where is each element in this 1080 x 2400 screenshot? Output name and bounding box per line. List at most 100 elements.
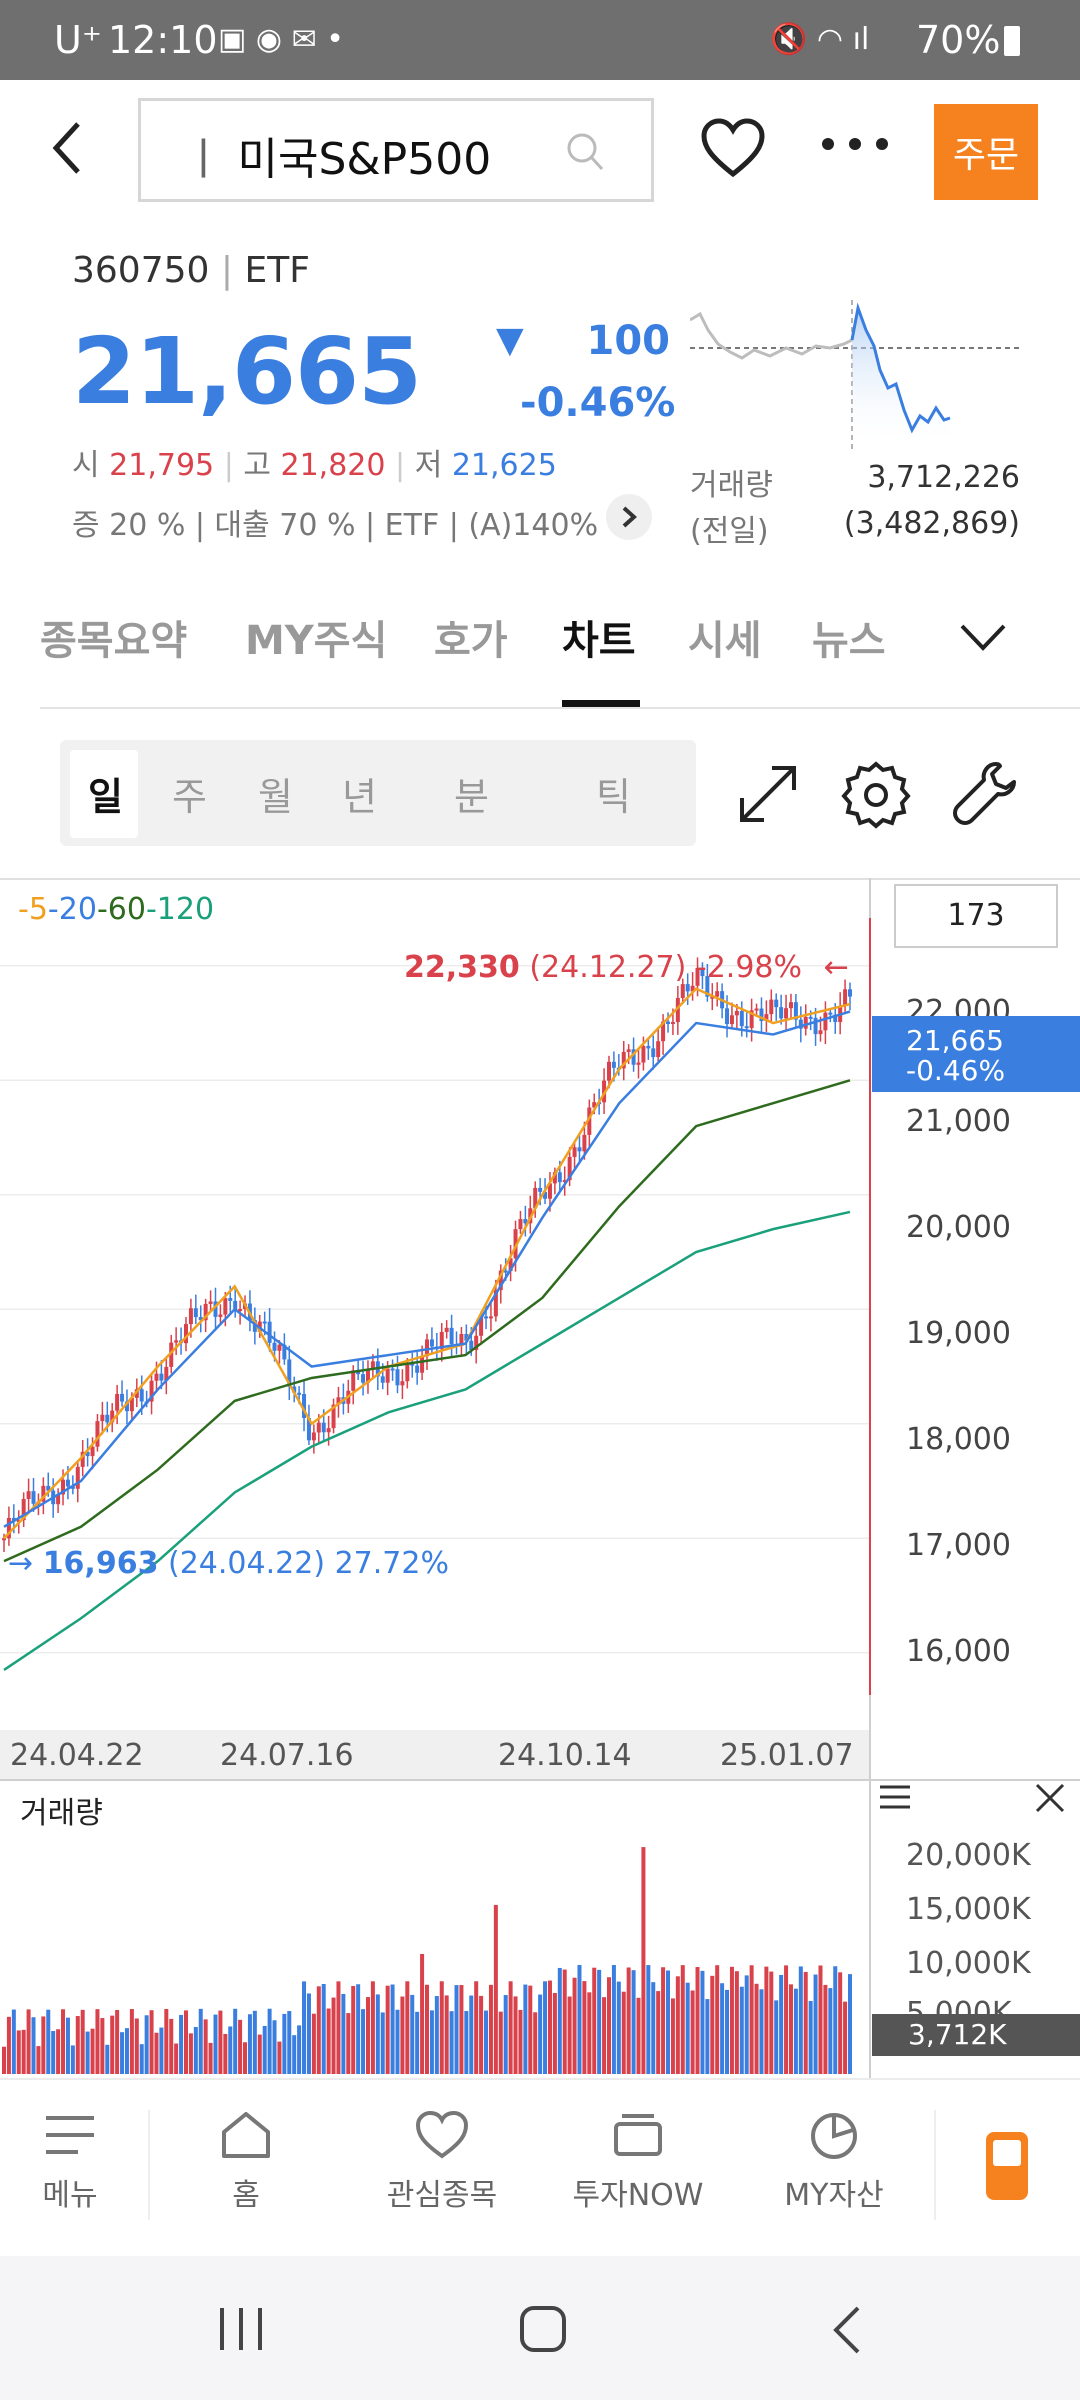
expand-icon[interactable]	[732, 758, 804, 830]
candle-body	[183, 1324, 188, 1344]
current-price-tag: 21,665 -0.46%	[872, 1016, 1080, 1092]
candle-body	[80, 1451, 85, 1467]
wrench-icon[interactable]	[950, 758, 1022, 830]
volume-bar	[380, 2012, 385, 2074]
period-day[interactable]: 일	[88, 775, 123, 819]
period-tick[interactable]: 틱	[596, 775, 631, 819]
volume-bar	[488, 1984, 493, 2074]
volume-bar	[631, 1970, 636, 2074]
candle-body	[105, 1414, 110, 1423]
candle-count-box[interactable]: 173	[894, 884, 1058, 948]
candle-body	[661, 1021, 666, 1042]
close-icon[interactable]	[1034, 1782, 1066, 1814]
volume-bar	[252, 2010, 257, 2074]
recent-apps-icon[interactable]	[216, 2306, 266, 2352]
phone-icon[interactable]	[984, 2130, 1030, 2202]
candle-body	[833, 1014, 838, 1023]
volume-bar	[602, 1997, 607, 2074]
candle-body	[297, 1392, 302, 1395]
back-button-icon[interactable]	[830, 2304, 864, 2356]
nav-my-assets[interactable]: MY자산	[744, 2110, 924, 2214]
volume-bar	[813, 1974, 818, 2074]
volume-bar	[774, 2000, 779, 2074]
volume-bar	[415, 2011, 420, 2074]
candle-body	[139, 1389, 144, 1402]
volume-bar	[749, 1965, 754, 2074]
search-box[interactable]: ㅣ 미국S&P500	[138, 98, 654, 202]
volume-bar	[70, 2045, 75, 2074]
volume-bar	[666, 1970, 671, 2074]
price-chart[interactable]	[0, 878, 1080, 2078]
period-year[interactable]: 년	[342, 775, 377, 819]
volume-bar	[51, 2030, 56, 2074]
candle-body	[656, 1041, 661, 1058]
candle-body	[646, 1045, 651, 1049]
tab-my-stock[interactable]: MY주식	[245, 618, 388, 664]
volume-bar	[326, 2008, 331, 2074]
volume-bar	[454, 1985, 459, 2074]
gear-icon[interactable]	[840, 758, 912, 830]
candle-body	[818, 1030, 823, 1035]
candle-body	[469, 1340, 474, 1350]
volume-bar	[646, 1965, 651, 2074]
volume-bar	[729, 1966, 734, 2074]
volume-bar	[577, 1964, 582, 2074]
candle-body	[518, 1219, 523, 1230]
volume-bar	[685, 1982, 690, 2074]
tab-news[interactable]: 뉴스	[812, 618, 886, 664]
period-week[interactable]: 주	[172, 775, 207, 819]
candle-body	[410, 1363, 415, 1366]
status-bar: U⁺ 12:10 ▣ ◉ ✉ • 🔇 ◠ ıl 70%	[0, 0, 1080, 80]
volume-bar	[543, 1981, 548, 2074]
period-minute[interactable]: 분	[454, 775, 489, 819]
candle-body	[493, 1290, 498, 1317]
candle-body	[21, 1498, 26, 1521]
candle-body	[188, 1308, 193, 1325]
tab-chart[interactable]: 차트	[562, 618, 636, 664]
volume-bar	[336, 1981, 341, 2074]
volume-bar	[287, 2011, 292, 2074]
x-axis-band	[0, 1730, 870, 1780]
volume-bar	[513, 1996, 518, 2074]
back-arrow-icon[interactable]	[48, 118, 88, 178]
nav-watchlist[interactable]: 관심종목	[352, 2110, 532, 2214]
volume-bar	[734, 1971, 739, 2074]
volume-bar	[784, 1965, 789, 2074]
candle-body	[370, 1361, 375, 1370]
nav-home[interactable]: 홈	[156, 2110, 336, 2214]
tab-quotes[interactable]: 시세	[688, 618, 762, 664]
candle-body	[759, 1008, 764, 1022]
heart-icon[interactable]	[700, 118, 766, 178]
battery-text: 70%	[916, 18, 1001, 62]
home-button-icon[interactable]	[518, 2304, 568, 2354]
volume-bar	[80, 2009, 85, 2074]
volume-bar	[567, 1996, 572, 2074]
tab-summary[interactable]: 종목요약	[40, 618, 188, 664]
volume-bar	[754, 1983, 759, 2074]
volume-current-tag: 3,712K	[872, 2014, 1080, 2056]
candle-body	[557, 1172, 562, 1183]
chevron-down-icon[interactable]	[958, 622, 1008, 652]
candle-body	[306, 1417, 311, 1441]
volume-bar	[361, 2009, 366, 2074]
candle-body	[287, 1359, 292, 1387]
menu-lines-icon[interactable]	[878, 1784, 912, 1810]
order-button[interactable]: 주문	[934, 104, 1038, 200]
active-tab-indicator	[562, 700, 640, 707]
low-annotation: → 16,963 (24.04.22) 27.72%	[8, 1546, 449, 1581]
period-month[interactable]: 월	[258, 775, 293, 819]
volume-bar	[179, 2014, 184, 2074]
candle-body	[675, 997, 680, 1023]
info-chevron-icon[interactable]	[606, 494, 652, 540]
y-tick-label: 19,000	[906, 1316, 1011, 1351]
volume-bar	[188, 2033, 193, 2074]
tab-orderbook[interactable]: 호가	[434, 618, 508, 664]
candle-body	[415, 1365, 420, 1373]
nav-menu[interactable]: 메뉴	[0, 2110, 160, 2214]
nav-invest-now[interactable]: 투자NOW	[548, 2110, 728, 2214]
volume-bar	[479, 1995, 484, 2074]
volume-bar	[538, 1994, 543, 2074]
volume-bar	[838, 1972, 843, 2074]
more-icon[interactable]	[820, 134, 890, 154]
x-tick-label: 24.07.16	[220, 1738, 354, 1773]
